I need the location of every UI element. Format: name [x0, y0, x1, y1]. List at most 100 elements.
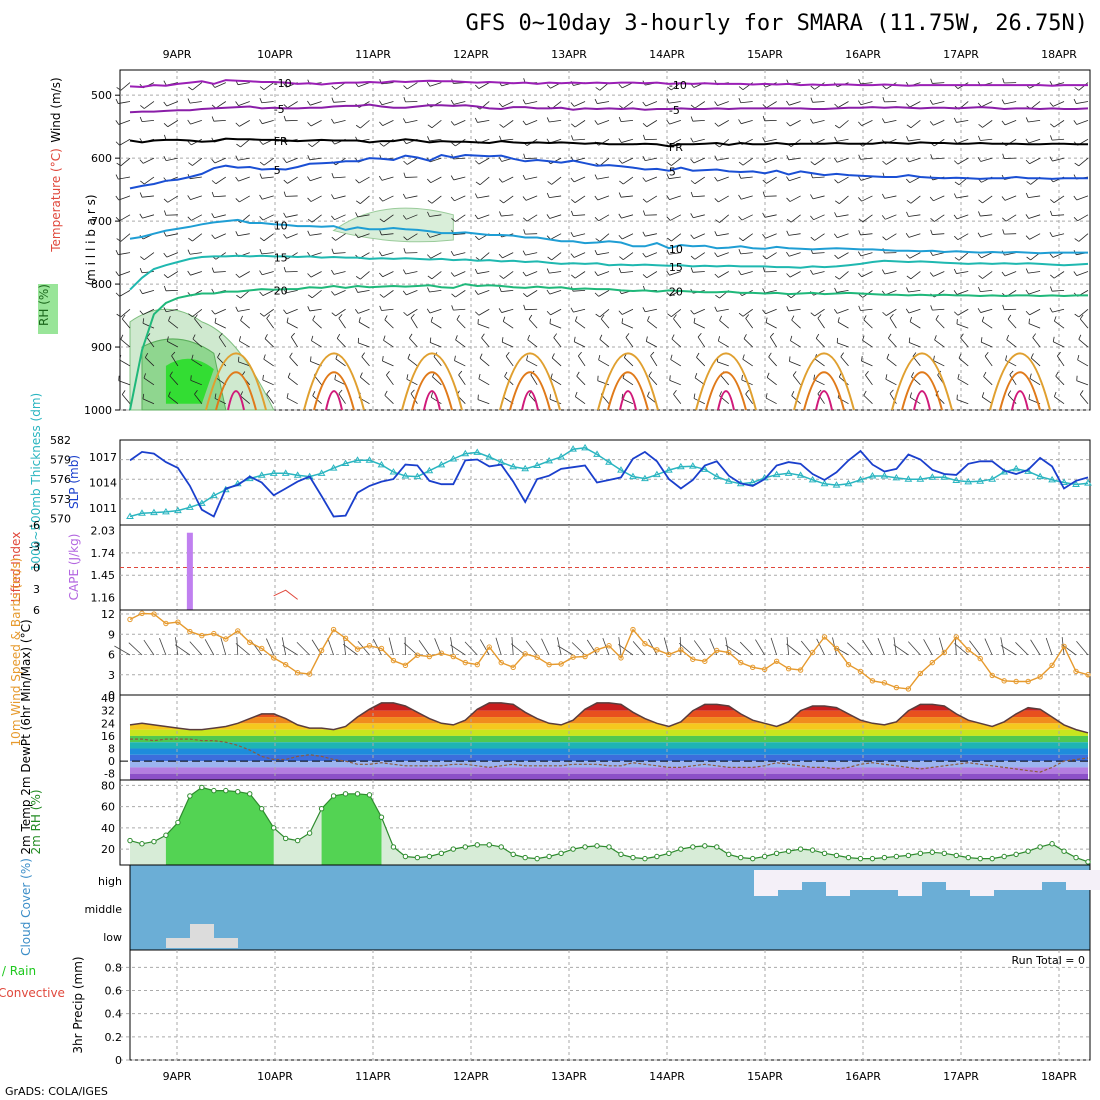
wind-barb-flag — [1028, 394, 1030, 400]
wind-barb — [934, 339, 945, 348]
rh2m-marker — [678, 846, 684, 852]
wind-barb-flag — [379, 121, 383, 126]
wind-barb-flag — [1049, 253, 1054, 258]
wind-barb-flag — [187, 119, 191, 125]
isotherm-label: -10 — [669, 79, 687, 92]
rh-shading — [129, 207, 454, 411]
wind-barb — [885, 378, 897, 386]
wind-barb — [142, 322, 155, 329]
wind-barb-flag — [1032, 333, 1037, 338]
wind-barb-flag — [789, 356, 791, 362]
wind-barb — [718, 195, 729, 203]
wind-barb-flag — [978, 135, 981, 141]
wind-barb — [742, 308, 753, 317]
wind10m-marker — [127, 616, 133, 623]
wind10m-marker — [486, 644, 492, 650]
wind10m-marker — [558, 661, 564, 667]
isotherm-label: 5 — [274, 164, 281, 177]
wind-barb-flag — [690, 267, 694, 273]
wind10m-marker — [857, 668, 864, 675]
wind10m-marker — [306, 671, 313, 677]
temp-band — [130, 742, 1088, 749]
wind-barb — [645, 176, 658, 182]
wind-barb — [573, 101, 586, 107]
wind10m-barb — [220, 637, 227, 656]
wind-barb — [742, 157, 753, 166]
wind-barb — [526, 359, 538, 367]
rh2m-marker — [522, 854, 528, 861]
wind-barb-flag — [331, 269, 335, 275]
isotherm-35 — [325, 390, 343, 411]
wind-barb-flag — [549, 394, 551, 400]
wind-barb-flag — [549, 318, 551, 324]
wind-barb-flag — [163, 156, 167, 161]
wind10m-barb — [816, 638, 825, 656]
temp-band — [130, 754, 1088, 762]
wind-barb-flag — [882, 97, 885, 103]
wind-barb — [766, 252, 777, 260]
wind-barb-flag — [384, 390, 388, 396]
wind-barb-flag — [834, 179, 839, 184]
wind-barb-flag — [929, 272, 934, 277]
wind-barb-flag — [981, 392, 985, 398]
wind10m-barb — [678, 642, 694, 656]
wind-barb-flag — [1025, 235, 1030, 240]
wind-barb — [932, 101, 945, 105]
wind-barb-flag — [307, 143, 313, 147]
wind-barb-flag — [236, 294, 241, 299]
wind-barb — [911, 376, 921, 386]
wind-barb — [956, 138, 969, 144]
wind-barb — [624, 357, 634, 367]
wind-barb — [860, 176, 873, 181]
rh2m-marker — [534, 855, 540, 862]
wind-barb-flag — [498, 308, 503, 313]
rh2m-humid-fill — [165, 787, 274, 865]
rh2m-marker — [738, 854, 744, 861]
wind-barb — [980, 233, 993, 238]
wind-barb-flag — [235, 176, 239, 182]
wind-barb-flag — [881, 215, 886, 220]
wind10m-barb — [434, 638, 442, 656]
wind10m-marker — [402, 662, 409, 669]
wind-barb — [453, 157, 466, 160]
wind-barb — [863, 319, 873, 329]
wind-barb — [360, 271, 370, 280]
wind-barb-flag — [858, 293, 863, 298]
wind-barb — [717, 176, 729, 182]
wind-barb-flag — [786, 251, 790, 257]
wind-barb — [190, 195, 202, 201]
wind-barb-flag — [1025, 289, 1030, 295]
wind-barb — [118, 380, 131, 386]
wind-barb — [814, 82, 825, 90]
wind-barb-flag — [810, 269, 814, 275]
rh2m-marker — [199, 784, 205, 791]
wind-barb-flag — [977, 253, 982, 259]
wind-barb — [360, 376, 370, 386]
wind-barb-flag — [119, 354, 122, 361]
wind-barb — [407, 233, 418, 241]
wind-barb-flag — [813, 374, 816, 380]
wind-barb — [455, 214, 466, 222]
wind-barb — [214, 82, 226, 88]
thickness-marker — [365, 456, 374, 463]
wind-barb-flag — [527, 334, 530, 340]
wind-barb — [766, 377, 777, 386]
wind-barb-flag — [1049, 307, 1053, 313]
thickness-marker — [533, 461, 542, 468]
wind-barb-flag — [954, 257, 960, 261]
bottom-date-label: 12APR — [453, 1070, 489, 1083]
wind-barb-flag — [766, 372, 770, 378]
y-tick-label: 500 — [91, 89, 112, 102]
wind-barb — [358, 233, 370, 239]
wind10m-barb — [418, 640, 430, 656]
wind-barb — [1030, 357, 1041, 367]
wind-barb — [740, 101, 753, 104]
wind-barb-flag — [715, 294, 720, 299]
wind-barb — [909, 252, 921, 259]
wind-barb-flag — [786, 294, 792, 299]
wind-barb-flag — [240, 391, 243, 397]
wind-barb — [383, 290, 394, 298]
wind-barb-flag — [886, 353, 890, 359]
wind-barb-flag — [762, 191, 766, 197]
